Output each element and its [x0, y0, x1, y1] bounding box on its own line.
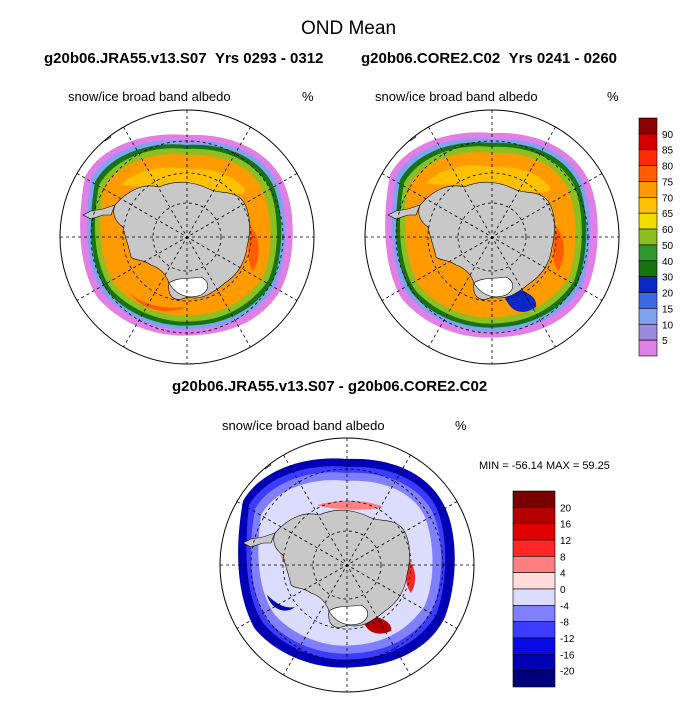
panel-1-case: g20b06.JRA55.v13.S07: [44, 50, 207, 67]
colorbar-diff-swatch: [512, 572, 556, 590]
colorbar-top-tick-label: 65: [662, 209, 674, 220]
panel-2-title: g20b06.CORE2.C02 Yrs 0241 - 0260: [361, 50, 617, 67]
colorbar-top-tick-label: 10: [662, 320, 674, 331]
colorbar-top-tick-label: 15: [662, 304, 674, 315]
diff-min-max: MIN = -56.14 MAX = 59.25: [479, 460, 610, 472]
colorbar-top-tick-label: 60: [662, 225, 674, 236]
colorbar-top-tick-label: 70: [662, 193, 674, 204]
colorbar-top-swatch: [638, 228, 658, 246]
colorbar-top-tick-label: 75: [662, 177, 674, 188]
colorbar-diff-swatch: [512, 556, 556, 573]
colorbar-top-swatch: [638, 165, 658, 182]
colorbar-top-swatch: [638, 117, 658, 135]
panel-1-variable: snow/ice broad band albedo: [68, 89, 231, 104]
colorbar-top: 90 85 80 75 70 65 60 50 40 30 20 15 10 5: [638, 117, 674, 357]
panel-2-units: %: [607, 89, 619, 104]
colorbar-top-swatch: [638, 308, 658, 325]
colorbar-top-swatch: [638, 181, 658, 198]
colorbar-diff-tick-label: 16: [560, 520, 572, 531]
panel-2-map: [364, 109, 620, 365]
diff-map: [219, 437, 475, 693]
diff-units: %: [455, 418, 467, 433]
colorbar-diff-swatch: [512, 605, 556, 622]
diff-variable: snow/ice broad band albedo: [222, 418, 385, 433]
colorbar-top-tick-label: 20: [662, 289, 674, 300]
diff-band-neg20b: [267, 595, 295, 611]
colorbar-diff-tick-label: 8: [560, 552, 566, 563]
colorbar-diff-swatch: [512, 670, 556, 688]
colorbar-top-tick-label: 90: [662, 130, 674, 141]
colorbar-top-swatch: [638, 212, 658, 230]
colorbar-diff-tick-label: 12: [560, 536, 572, 547]
panel-2-years: Yrs 0241 - 0260: [508, 50, 617, 67]
colorbar-top-swatch: [638, 260, 658, 277]
colorbar-diff-swatch: [512, 654, 556, 671]
panel-2-band-65: [426, 165, 551, 193]
panel-1-map: [59, 109, 315, 365]
panel-1-band-75b: [129, 293, 187, 311]
colorbar-top-swatch: [638, 197, 658, 214]
colorbar-top-swatch: [638, 133, 658, 151]
colorbar-top-swatch: [638, 323, 658, 341]
colorbar-diff-tick-label: -4: [560, 601, 569, 612]
colorbar-top-swatch: [638, 149, 658, 166]
diff-title: g20b06.JRA55.v13.S07 - g20b06.CORE2.C02: [172, 378, 488, 395]
colorbar-top-tick-label: 30: [662, 273, 674, 284]
colorbar-diff-tick-label: 0: [560, 585, 566, 596]
panel-2-case: g20b06.CORE2.C02: [361, 50, 501, 67]
colorbar-diff-tick-label: 20: [560, 503, 572, 514]
colorbar-diff-swatch: [512, 523, 556, 541]
panel-1-units: %: [302, 89, 314, 104]
colorbar-top-tick-label: 40: [662, 257, 674, 268]
colorbar-diff-tick-label: 4: [560, 569, 566, 580]
panel-2-variable: snow/ice broad band albedo: [375, 89, 538, 104]
colorbar-top-swatch: [638, 339, 658, 357]
panel-1-years: Yrs 0293 - 0312: [214, 50, 324, 67]
colorbar-diff-swatch: [512, 507, 556, 524]
colorbar-diff-swatch: [512, 621, 556, 639]
colorbar-diff-tick-label: -16: [560, 650, 575, 661]
colorbar-top-tick-label: 5: [662, 336, 668, 347]
colorbar-top-swatch: [638, 244, 658, 262]
colorbar-top-tick-label: 85: [662, 146, 674, 157]
colorbar-diff-tick-label: -20: [560, 667, 575, 678]
panel-1-title: g20b06.JRA55.v13.S07 Yrs 0293 - 0312: [44, 50, 323, 67]
diff-border: [219, 437, 475, 693]
panel-1-band-65: [121, 167, 246, 195]
panel-2-border: [364, 109, 620, 365]
diff-band-pos4b: [317, 500, 383, 510]
colorbar-diff-swatch: [512, 637, 556, 655]
colorbar-top-swatch: [638, 276, 658, 293]
panel-1-border: [59, 109, 315, 365]
colorbar-top-swatch: [638, 292, 658, 309]
colorbar-diff-swatch: [512, 588, 556, 606]
colorbar-top-tick-label: 50: [662, 241, 674, 252]
colorbar-top-tick-label: 80: [662, 162, 674, 173]
colorbar-diff-tick-label: -8: [560, 618, 569, 629]
colorbar-diff-tick-label: -12: [560, 634, 575, 645]
colorbar-diff-swatch: [512, 539, 556, 557]
colorbar-diff: 20 16 12 8 4 0 -4 -8 -12 -16 -20: [512, 490, 575, 688]
main-title: OND Mean: [300, 18, 397, 39]
colorbar-diff-swatch: [512, 490, 556, 508]
